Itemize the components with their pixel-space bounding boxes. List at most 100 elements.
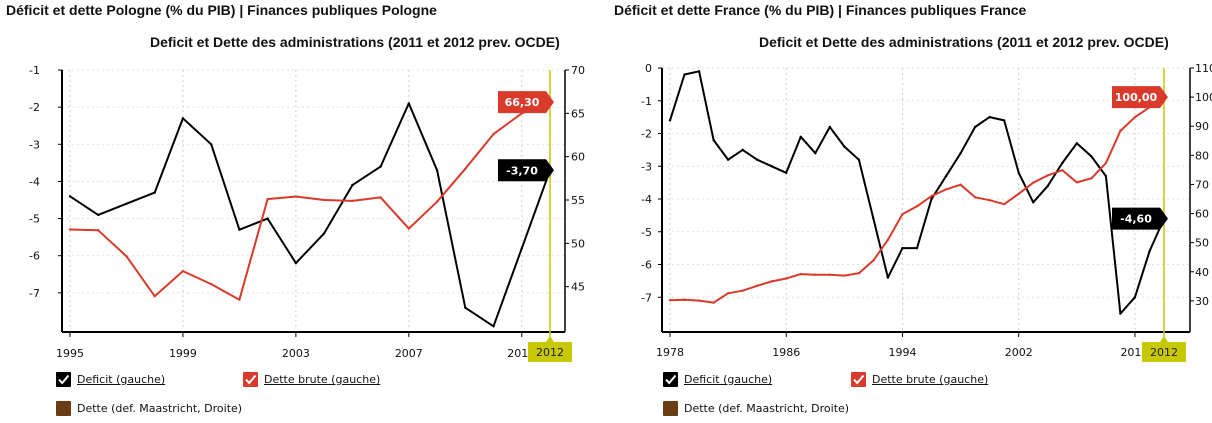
data-point <box>97 229 100 232</box>
legend-label[interactable]: Dette (def. Maastricht, Droite) <box>77 402 243 415</box>
legend-item-dette-brute[interactable]: Dette brute (gauche) <box>243 372 380 387</box>
series-line-deficit <box>669 70 1165 315</box>
legend-item-deficit[interactable]: Deficit (gauche) <box>663 372 772 387</box>
x-tick-label: 201 <box>1120 346 1141 359</box>
data-point <box>1104 161 1108 165</box>
y-tick-label-right: 50 <box>1195 237 1209 250</box>
data-point <box>944 188 948 191</box>
y-tick-label-right: 45 <box>571 281 585 294</box>
data-point <box>988 198 991 202</box>
data-point <box>915 205 919 208</box>
y-tick-label-left: -2 <box>29 101 40 114</box>
data-point <box>238 228 241 231</box>
badge-dette-value-bg <box>1112 86 1168 109</box>
y-tick-label-right: 80 <box>1195 149 1209 162</box>
data-point <box>294 261 298 265</box>
x-tick-label: 1999 <box>169 347 197 360</box>
y-tick-label-left: -3 <box>641 160 652 173</box>
data-point <box>959 151 962 155</box>
data-point <box>843 274 846 277</box>
legend-label[interactable]: Dette brute (gauche) <box>872 373 989 386</box>
year-badge: 2012 <box>536 346 564 359</box>
data-point <box>930 197 933 201</box>
x-tick-label: 1995 <box>56 347 84 360</box>
data-point <box>683 298 686 301</box>
data-point <box>857 272 861 275</box>
y-tick-label-right: 60 <box>571 151 585 164</box>
data-point <box>1104 174 1108 178</box>
data-point <box>785 277 788 280</box>
checkbox-unchecked-icon[interactable] <box>56 401 71 416</box>
checkbox-unchecked-icon[interactable] <box>663 401 678 416</box>
legend-label[interactable]: Deficit (gauche) <box>684 373 773 386</box>
x-tick-label: 2007 <box>395 347 423 360</box>
data-point <box>322 198 326 202</box>
data-point <box>915 246 919 250</box>
legend-item-dette-maastricht[interactable]: Dette (def. Maastricht, Droite) <box>663 401 849 416</box>
data-point <box>814 273 817 276</box>
checkbox-checked-icon[interactable] <box>56 372 71 387</box>
checkbox-checked-icon[interactable] <box>243 372 258 387</box>
data-point <box>697 70 701 73</box>
data-point <box>464 306 467 309</box>
legend-item-dette-maastricht[interactable]: Dette (def. Maastricht, Droite) <box>56 401 242 416</box>
data-point <box>153 191 156 194</box>
badge-deficit-value: -3,70 <box>506 164 538 177</box>
data-point <box>1002 119 1006 122</box>
data-point <box>209 143 213 146</box>
data-point <box>944 174 948 178</box>
data-point <box>683 73 686 76</box>
data-point <box>1017 171 1020 174</box>
y-tick-label-right: 90 <box>1195 120 1209 133</box>
data-point <box>726 158 730 161</box>
line-chart[interactable]: -1 -2 -3 -4 -5 -6 -7 70 65 60 55 50 45 1995 1999 2003 20… <box>0 0 600 423</box>
legend-item-dette-brute[interactable]: Dette brute (gauche) <box>851 372 988 387</box>
legend-label[interactable]: Deficit (gauche) <box>77 373 166 386</box>
data-point <box>322 232 326 235</box>
data-point <box>266 197 269 201</box>
data-point <box>1046 184 1049 188</box>
data-point <box>988 115 991 119</box>
line-chart[interactable]: 0 -1 -2 -3 -4 -5 -6 -7 110 100 90 80 70 60 50 40 30 1978 1… <box>608 0 1212 423</box>
data-point <box>973 196 977 199</box>
data-point <box>1133 115 1137 119</box>
data-point <box>238 298 241 301</box>
data-point <box>520 247 523 250</box>
data-point <box>266 217 269 220</box>
y-tick-label-left: -7 <box>641 291 652 304</box>
data-point <box>464 167 467 170</box>
data-point <box>973 125 977 129</box>
y-tick-label-left: -7 <box>29 287 40 300</box>
data-point <box>755 284 759 287</box>
data-point <box>872 259 875 262</box>
data-point <box>1017 192 1020 195</box>
data-point <box>814 151 817 155</box>
data-point <box>668 299 672 302</box>
checkbox-checked-icon[interactable] <box>663 372 678 387</box>
x-tick-label: 201 <box>507 347 528 360</box>
badge-deficit-value-bg <box>1112 207 1168 230</box>
page-title: Déficit et dette France (% du PIB) | Fin… <box>614 2 1027 18</box>
data-point <box>1075 142 1079 145</box>
y-tick-label-left: -6 <box>641 259 652 272</box>
year-badge: 2012 <box>1150 346 1178 359</box>
data-point <box>68 228 72 231</box>
data-point <box>1002 203 1006 206</box>
data-point <box>1046 174 1049 177</box>
data-point <box>407 227 411 230</box>
data-point <box>785 171 788 174</box>
series-line-deficit <box>69 102 551 328</box>
data-point <box>901 212 904 216</box>
legend-label[interactable]: Dette (def. Maastricht, Droite) <box>684 402 850 415</box>
y-tick-label-right: 60 <box>1195 208 1209 221</box>
data-point <box>857 158 861 161</box>
year-badge-bg <box>1142 336 1186 362</box>
year-badge-bg <box>528 336 572 362</box>
data-point <box>1148 250 1151 253</box>
data-point <box>379 165 382 168</box>
y-tick-label-left: 0 <box>645 62 652 75</box>
legend-label[interactable]: Dette brute (gauche) <box>264 373 381 386</box>
legend-item-deficit[interactable]: Deficit (gauche) <box>56 372 165 387</box>
data-point <box>351 199 354 203</box>
checkbox-checked-icon[interactable] <box>851 372 866 387</box>
